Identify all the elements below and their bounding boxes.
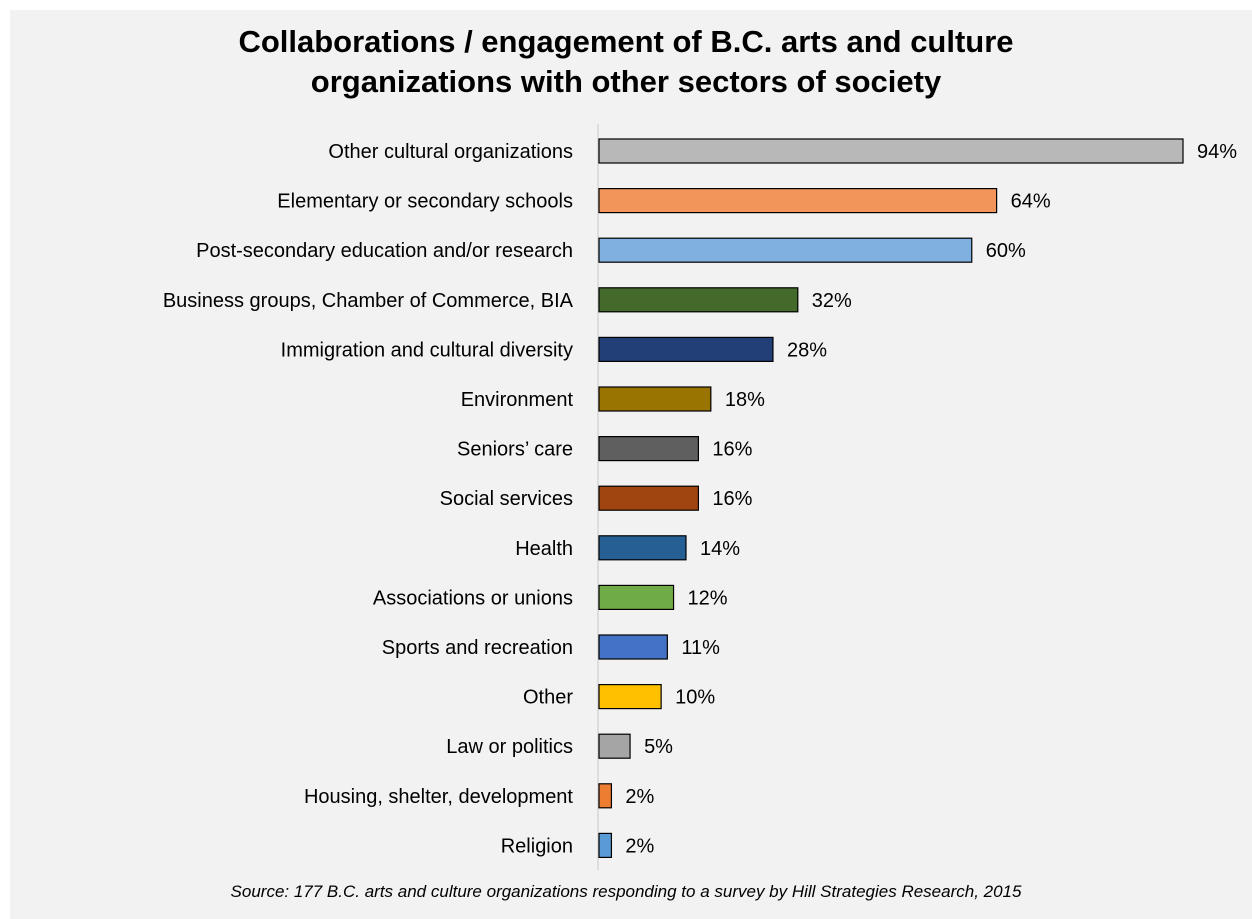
value-label: 32% (812, 290, 852, 312)
bar (598, 436, 700, 462)
category-label: Health (515, 538, 573, 560)
bar (598, 287, 799, 313)
category-label: Business groups, Chamber of Commerce, BI… (163, 290, 574, 312)
value-label: 14% (700, 538, 740, 560)
category-label: Sports and recreation (382, 637, 573, 659)
bar (598, 683, 662, 710)
chart-title-line-1: Collaborations / engagement of B.C. arts… (238, 24, 1014, 59)
category-label: Social services (440, 488, 573, 510)
value-label: 10% (675, 687, 715, 709)
category-label: Associations or unions (373, 587, 573, 609)
value-label: 60% (986, 240, 1026, 262)
bar (598, 138, 1184, 164)
source-note: Source: 177 B.C. arts and culture organi… (230, 882, 1022, 901)
value-label: 64% (1011, 191, 1051, 213)
category-label: Elementary or secondary schools (277, 191, 573, 213)
value-label: 28% (787, 339, 827, 361)
category-label: Post-secondary education and/or research (196, 240, 573, 262)
bar (598, 386, 712, 412)
category-label: Other (523, 687, 573, 709)
bar (598, 832, 613, 859)
value-label: 5% (644, 736, 673, 758)
category-label: Law or politics (446, 736, 573, 758)
bar (598, 783, 613, 809)
value-label: 18% (725, 389, 765, 411)
bar (598, 584, 675, 611)
bar (598, 733, 631, 759)
value-label: 16% (712, 439, 752, 461)
value-label: 2% (625, 835, 654, 857)
value-label: 94% (1197, 141, 1237, 163)
category-label: Environment (461, 389, 574, 411)
category-label: Seniors’ care (457, 439, 573, 461)
chart-title: Collaborations / engagement of B.C. arts… (0, 22, 1252, 102)
category-label: Other cultural organizations (328, 141, 573, 163)
category-label: Housing, shelter, development (304, 786, 573, 808)
category-label: Immigration and cultural diversity (281, 339, 573, 361)
bar (598, 188, 998, 214)
bar (598, 336, 774, 362)
bar (598, 535, 687, 561)
category-label: Religion (501, 835, 573, 857)
value-label: 11% (681, 637, 720, 659)
bar (598, 634, 668, 660)
bar (598, 485, 700, 511)
value-label: 16% (712, 488, 752, 510)
chart-title-line-2: organizations with other sectors of soci… (310, 64, 942, 99)
value-label: 12% (688, 587, 728, 609)
value-label: 2% (625, 786, 654, 808)
bar (598, 237, 973, 263)
